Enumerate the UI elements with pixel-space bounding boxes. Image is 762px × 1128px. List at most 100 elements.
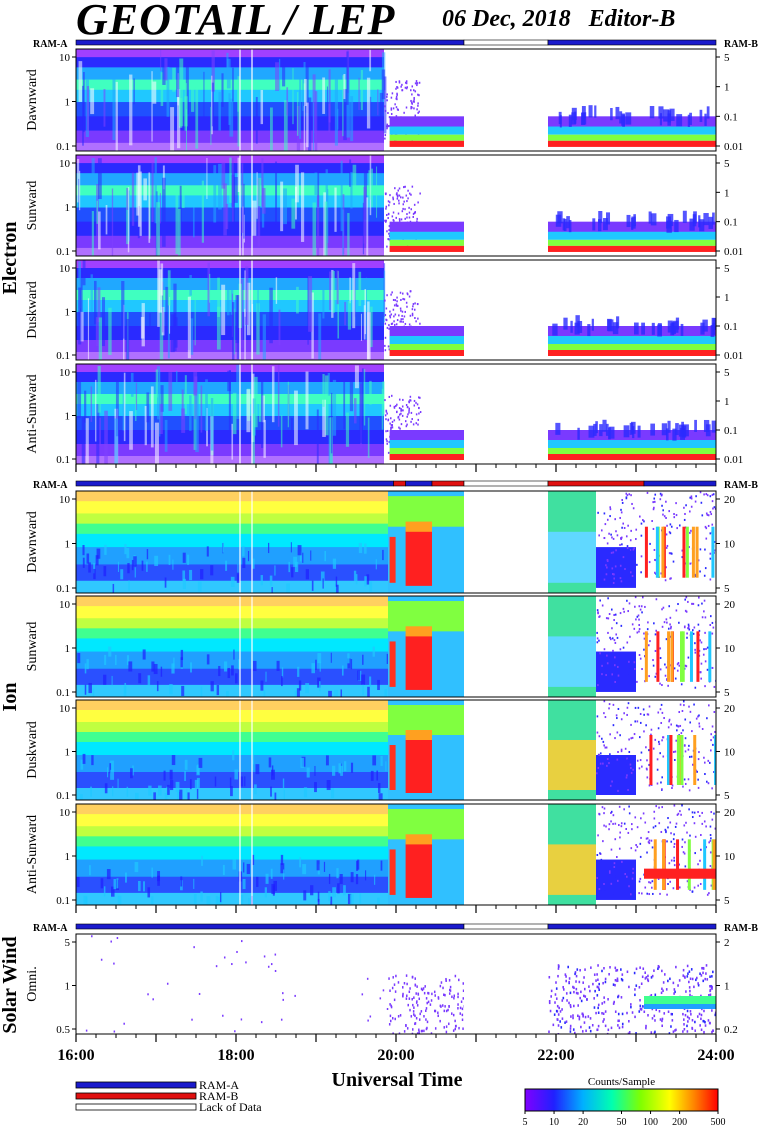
flux-speck [601,604,604,607]
ion-orange-edge [405,730,432,740]
flux-speck [678,524,681,527]
flux-speck [387,238,389,241]
flux-speck [689,989,691,993]
flux-speck [632,871,634,874]
flux-speck [704,977,706,981]
flux-speck [452,1013,455,1017]
flux-speck [384,414,387,417]
flux-speck [384,137,386,140]
flux-speck [628,1019,630,1023]
flux-streak [95,555,99,566]
flux-speck [694,642,696,645]
flux-speck [403,315,406,318]
flux-speck [709,985,711,988]
flux-speck [577,1014,579,1018]
flux-streak [229,157,232,203]
flux-speck [631,623,634,626]
flux-speck [661,504,663,507]
flux-speck [420,987,423,991]
ram-segment-ram-b [547,480,645,487]
flux-speck [280,1018,283,1021]
flux-speck [419,396,421,399]
flux-streak [131,559,134,571]
flux-streak [377,783,381,794]
flux-speck [615,714,618,717]
flux-speck [615,622,618,625]
flux-speck [663,515,666,518]
right-tick-label: 1 [724,187,730,199]
flux-speck [677,984,679,987]
flux-speck [638,605,641,608]
flux-bump [555,422,561,435]
flux-speck [417,201,419,204]
flux-streak [245,266,249,325]
flux-speck [620,536,623,539]
flux-speck [653,500,656,503]
flux-speck [634,849,637,852]
flux-speck [388,327,390,330]
flux-speck [453,994,456,998]
flux-speck [688,546,690,549]
flux-speck [630,529,632,532]
flux-speck [676,813,679,816]
flux-streak [256,303,260,355]
flux-speck [626,706,629,709]
flux-speck [685,610,688,613]
flux-speck [665,829,667,832]
flux-speck [642,1005,644,1008]
flux-streak [106,767,109,778]
flux-speck [629,666,632,669]
flux-speck [707,514,710,517]
flux-streak [296,286,299,314]
flux-speck [659,668,662,671]
flux-streak [291,567,294,578]
flux-bump [607,319,614,332]
flux-speck [652,747,655,750]
flux-speck [694,500,697,503]
flux-streak [223,661,228,672]
flux-bump [694,419,697,432]
flux-streak [240,894,244,905]
ram-segment-ram-a [75,480,394,487]
right-tick-label: 2 [724,937,730,949]
flux-speck [620,750,623,753]
flux-speck [408,295,411,298]
flux-speck [423,991,426,995]
flux-speck [673,516,676,519]
flux-speck [657,711,660,714]
flux-speck [198,992,201,995]
flux-speck [694,1029,697,1032]
flux-speck [698,722,701,725]
flux-streak [347,213,350,256]
right-tick-label: 0.1 [724,217,738,229]
flux-speck [577,1004,579,1007]
flux-streak [231,423,234,460]
flux-speck [629,549,632,552]
flux-streak [93,568,96,580]
flux-speck [627,610,629,613]
flux-streak [380,860,383,871]
flux-speck [619,516,621,519]
flux-streak [278,309,281,346]
flux-speck [667,979,669,983]
flux-speck [392,976,394,979]
flux-speck [639,998,641,1002]
flux-speck [710,513,713,516]
flux-streak [377,679,380,691]
flux-streak [283,789,285,800]
flux-speck [404,217,406,220]
flux-speck [396,300,398,303]
flux-speck [398,194,401,197]
flux-streak [91,158,95,184]
flux-speck [680,683,683,686]
flux-speck [410,420,412,423]
flux-streak [78,287,82,345]
flux-speck [573,986,575,990]
flux-speck [710,837,712,840]
flux-streak [265,671,267,682]
flux-streak [350,171,353,209]
flux-speck [451,995,453,999]
flux-speck [678,664,681,667]
flux-speck [388,116,391,119]
